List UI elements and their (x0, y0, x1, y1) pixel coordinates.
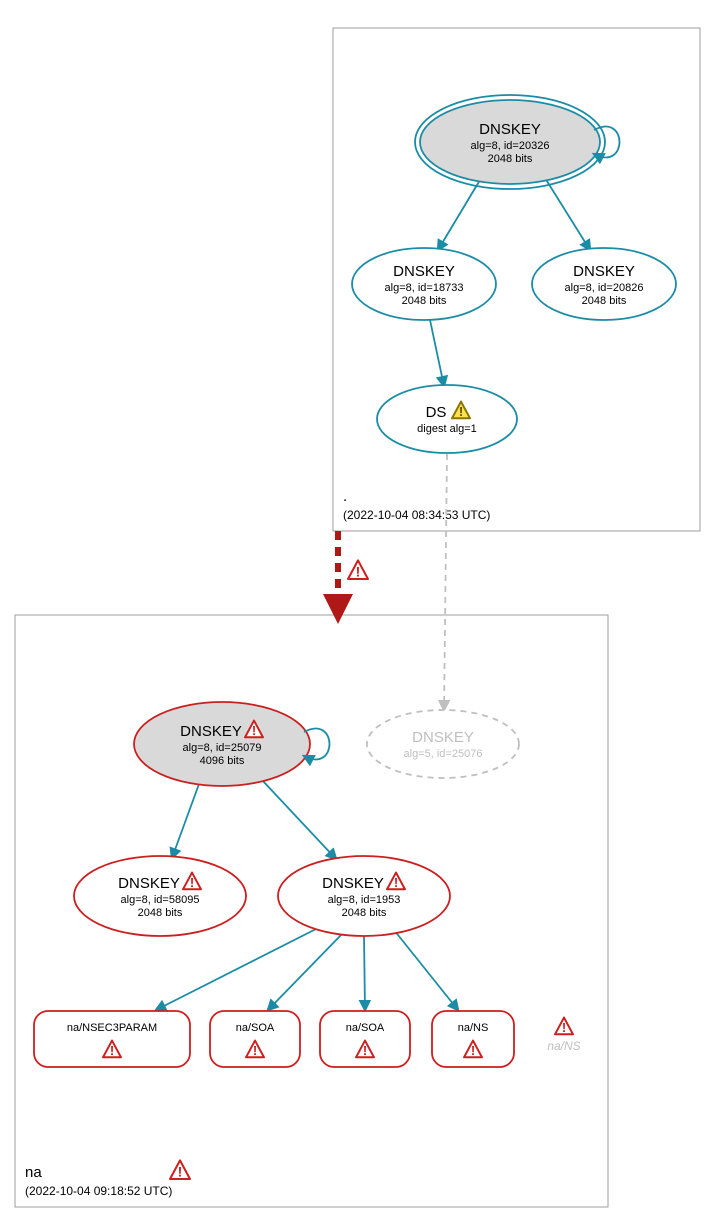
rr-label: na/NSEC3PARAM (67, 1022, 157, 1034)
faint-rr: na/NS (547, 1039, 580, 1053)
node-title: DS (426, 404, 447, 421)
node-sub1: alg=8, id=58095 (121, 894, 200, 906)
svg-text:!: ! (252, 723, 256, 738)
edge (438, 180, 480, 250)
edge (172, 784, 199, 858)
node-title: DNSKEY (322, 875, 384, 892)
node-sub2: 2048 bits (138, 907, 183, 919)
node-sub2: 2048 bits (582, 295, 627, 307)
rr-rr_soa1 (210, 1011, 300, 1067)
svg-text:!: ! (363, 1043, 367, 1058)
node-title: DNSKEY (118, 875, 180, 892)
rr-rr_soa2 (320, 1011, 410, 1067)
svg-text:!: ! (562, 1020, 566, 1035)
rr-label: na/SOA (236, 1022, 275, 1034)
node-title: DNSKEY (573, 263, 635, 280)
svg-text:!: ! (190, 875, 194, 890)
svg-text:!: ! (471, 1043, 475, 1058)
node-sub2: 2048 bits (402, 295, 447, 307)
rr-label: na/SOA (346, 1022, 385, 1034)
node-title: DNSKEY (393, 263, 455, 280)
zone-timestamp: (2022-10-04 08:34:53 UTC) (343, 508, 490, 522)
edge (394, 930, 458, 1010)
node-title: DNSKEY (479, 121, 541, 138)
edge (444, 454, 447, 710)
node-sub1: alg=8, id=20826 (565, 282, 644, 294)
edge (364, 936, 365, 1010)
zone-timestamp: (2022-10-04 09:18:52 UTC) (25, 1184, 172, 1198)
node-root_ds (377, 385, 517, 453)
edge (545, 178, 590, 250)
node-title: DNSKEY (412, 729, 474, 746)
node-sub1: digest alg=1 (417, 423, 477, 435)
edge (156, 928, 318, 1010)
node-sub2: 4096 bits (200, 755, 245, 767)
svg-text:!: ! (394, 875, 398, 890)
svg-text:!: ! (459, 404, 463, 419)
edge (268, 934, 342, 1010)
svg-text:!: ! (178, 1163, 183, 1179)
zone-label: . (343, 488, 347, 505)
zone-label: na (25, 1164, 42, 1181)
node-sub1: alg=5, id=25076 (404, 748, 483, 760)
rr-rr_ns (432, 1011, 514, 1067)
node-sub1: alg=8, id=20326 (471, 140, 550, 152)
node-sub1: alg=8, id=1953 (328, 894, 401, 906)
node-sub1: alg=8, id=18733 (385, 282, 464, 294)
edge (262, 780, 336, 859)
dnssec-diagram: . (2022-10-04 08:34:53 UTC) na (2022-10-04 … (0, 0, 712, 1232)
rr-rr_nsec3 (34, 1011, 190, 1067)
edge (430, 320, 444, 386)
node-sub1: alg=8, id=25079 (183, 742, 262, 754)
svg-text:!: ! (110, 1043, 114, 1058)
rr-label: na/NS (458, 1022, 489, 1034)
node-title: DNSKEY (180, 723, 242, 740)
node-sub2: 2048 bits (342, 907, 387, 919)
node-sub2: 2048 bits (488, 153, 533, 165)
svg-text:!: ! (253, 1043, 257, 1058)
svg-text:!: ! (356, 563, 361, 579)
